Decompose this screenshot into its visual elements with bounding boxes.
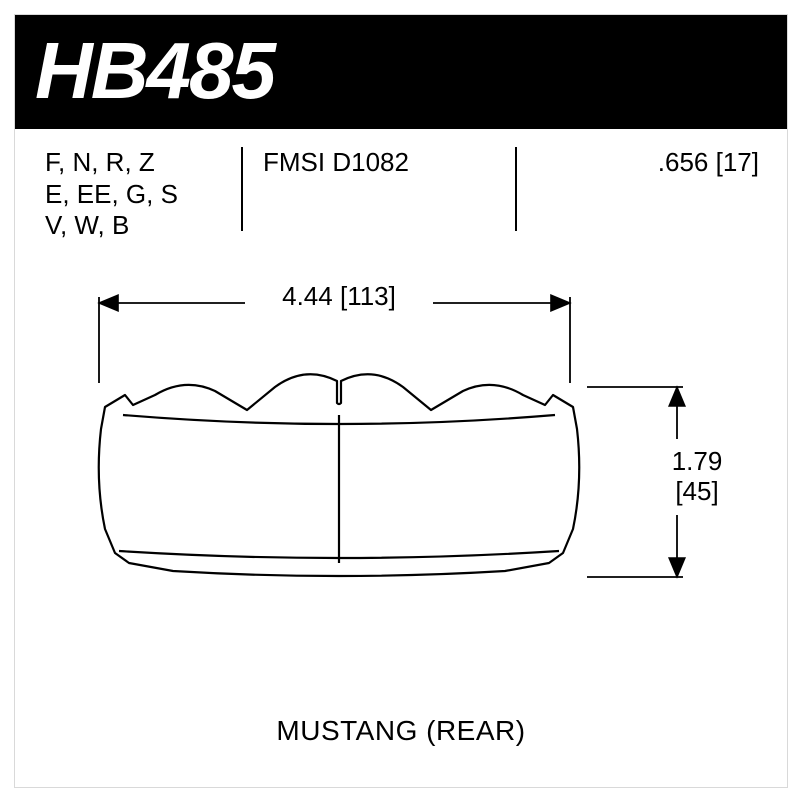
application-label: MUSTANG (REAR) bbox=[15, 715, 787, 747]
image-frame: HB485 F, N, R, Z E, EE, G, S V, W, B FMS… bbox=[14, 14, 788, 788]
technical-drawing bbox=[15, 15, 787, 787]
